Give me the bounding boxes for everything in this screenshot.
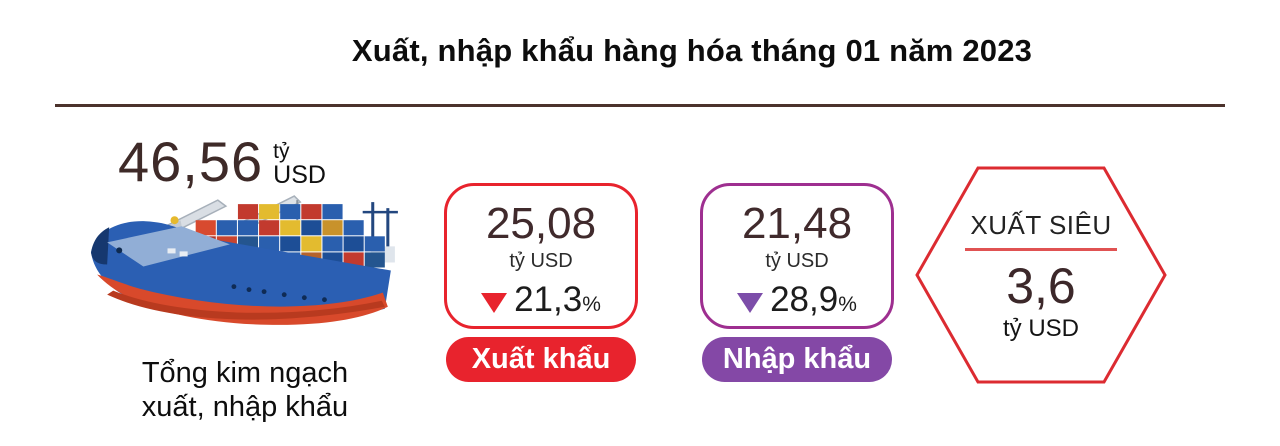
page-title: Xuất, nhập khẩu hàng hóa tháng 01 năm 20… — [351, 33, 1033, 68]
title-divider — [55, 104, 1225, 107]
export-unit: tỷ USD — [509, 250, 573, 273]
export-value: 25,08 — [485, 199, 597, 248]
export-change-value: 21,3 — [514, 280, 583, 320]
total-unit: tỷ USD — [273, 141, 326, 188]
import-change-row: 28,9% — [703, 280, 891, 321]
down-triangle-icon — [481, 292, 508, 313]
export-change-row: 21,3% — [447, 280, 635, 321]
total-unit-ty: tỷ — [273, 140, 290, 164]
total-caption-line2: xuất, nhập khẩu — [141, 391, 349, 424]
surplus-content: XUẤT SIÊU 3,6 tỷ USD — [915, 166, 1167, 384]
export-card: 25,08 tỷ USD 21,3% — [444, 183, 638, 329]
import-value: 21,48 — [741, 199, 853, 248]
hexagon-outline-icon — [915, 166, 1167, 384]
export-percent-sign: % — [582, 293, 601, 317]
import-unit: tỷ USD — [765, 250, 829, 273]
import-percent-sign: % — [838, 293, 857, 317]
down-triangle-icon — [737, 292, 764, 313]
total-caption-line1: Tổng kim ngạch — [141, 357, 349, 389]
total-value: 46,56 — [118, 130, 264, 193]
import-change-value: 28,9 — [770, 280, 839, 320]
total-caption: Tổng kim ngạch xuất, nhập khẩu — [70, 356, 420, 424]
import-badge: Nhập khẩu — [702, 337, 892, 382]
container-ship-icon — [91, 195, 398, 325]
import-card: 21,48 tỷ USD 28,9% — [700, 183, 894, 329]
total-unit-usd: USD — [273, 161, 326, 190]
surplus-hexagon: XUẤT SIÊU 3,6 tỷ USD — [915, 166, 1167, 384]
surplus-unit: tỷ USD — [1002, 314, 1079, 342]
total-value-group: 46,56 tỷ USD — [118, 134, 326, 190]
surplus-value: 3,6 — [1006, 257, 1076, 314]
surplus-label: XUẤT SIÊU — [965, 210, 1117, 251]
export-badge: Xuất khẩu — [446, 337, 636, 382]
